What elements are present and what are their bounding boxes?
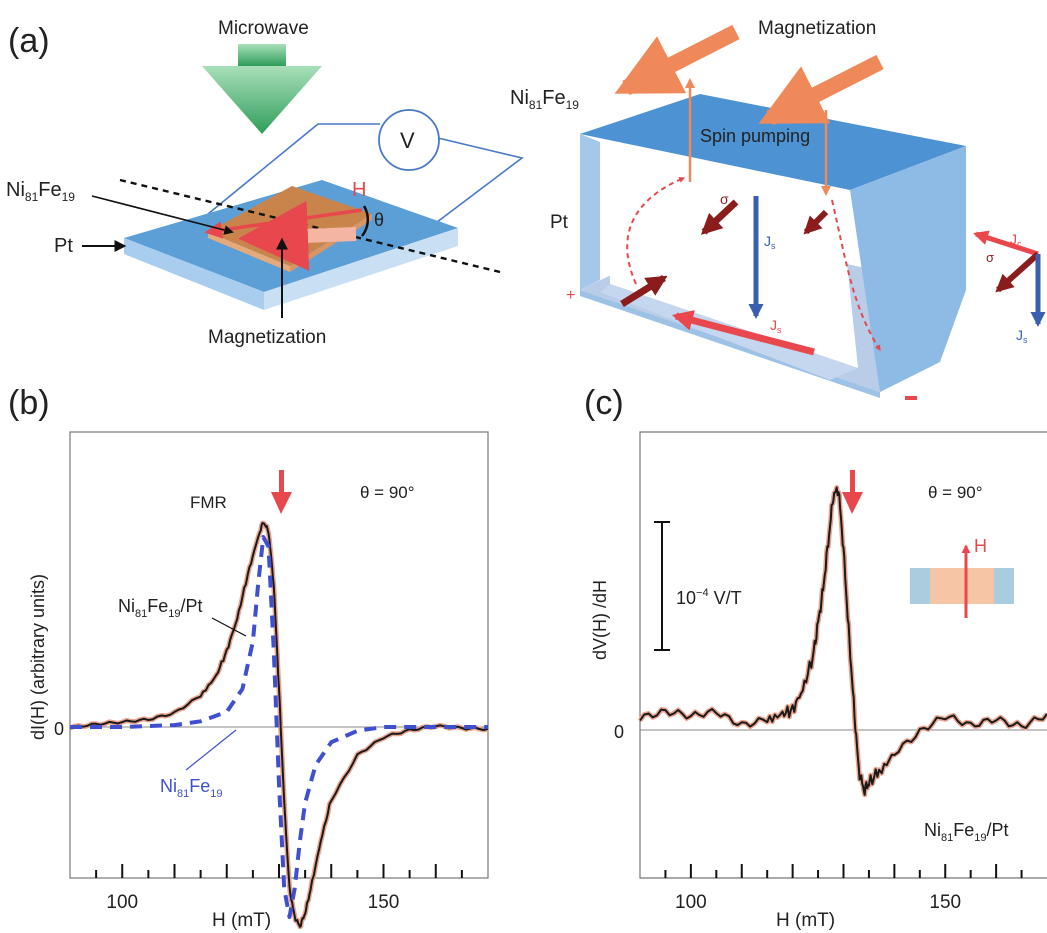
circuit-wire <box>207 123 380 215</box>
series-halo <box>637 485 1047 798</box>
sigma-arrow-top <box>700 199 739 235</box>
nife-label-left: Ni81Fe19 <box>6 179 75 204</box>
series-line-1 <box>70 535 488 919</box>
magnetization-arrow-2 <box>758 54 884 126</box>
chart-b-series-label-1: Ni81Fe19/Pt <box>118 596 203 620</box>
magnetization-arrow-1 <box>614 24 740 96</box>
nife-label-right: Ni81Fe19 <box>510 87 579 112</box>
spin-pumping-label: Spin pumping <box>700 126 810 146</box>
pt-label-left: Pt <box>54 235 73 257</box>
scale-bar <box>654 521 670 651</box>
pt-label-right: Pt <box>550 212 569 233</box>
chart-c-series-label: Ni81Fe19/Pt <box>924 820 1009 844</box>
chart-b: 100 150 0 dI(H) (arbitrary units) H (mT) … <box>28 431 489 931</box>
jc-arrow-bottom <box>671 310 815 356</box>
chart-b-series-label-2: Ni81Fe19 <box>160 776 223 800</box>
chart-b-ylabel: dI(H) (arbitrary units) <box>28 574 48 740</box>
chart-c-frame <box>639 431 1047 879</box>
theta-label: θ <box>374 210 384 230</box>
inset-h-label: H <box>974 536 987 556</box>
sigma-arrow-bottom <box>620 275 668 307</box>
x-tick-label: 100 <box>675 892 707 913</box>
precession-arc-left <box>626 177 686 285</box>
x-tick-label: 150 <box>368 892 400 913</box>
chart-c-theta: θ = 90° <box>928 483 983 502</box>
minus-sign <box>905 396 917 400</box>
chart-b-fmr-arrow <box>271 470 292 514</box>
plus-sign: + <box>566 287 575 304</box>
chart-b-fmr: FMR <box>190 493 227 512</box>
scale-bar-label: 10−4 V/T <box>676 587 742 608</box>
triad: Jc σ Js <box>973 230 1046 345</box>
jc-label: Jc <box>1010 231 1022 249</box>
voltmeter: V <box>378 109 440 171</box>
panel-label-b: (b) <box>8 384 50 422</box>
voltmeter-label: V <box>400 128 415 153</box>
panel-label-a: (a) <box>8 22 50 60</box>
bilayer-box <box>580 94 966 398</box>
h-label: H <box>352 179 366 201</box>
microwave-label: Microwave <box>218 18 309 39</box>
triad-sigma: σ <box>986 250 994 265</box>
chart-c-xlabel: H (mT) <box>776 910 835 931</box>
chart-b-pointer-1 <box>211 617 247 637</box>
x-tick-label: 150 <box>929 892 961 913</box>
chart-b-xlabel: H (mT) <box>212 910 271 931</box>
magnetization-label-left: Magnetization <box>208 327 326 348</box>
chart-b-pointer-2 <box>185 729 237 771</box>
sigma-arrow-right <box>803 209 829 235</box>
x-tick-label: 100 <box>106 892 138 913</box>
chart-b-theta: θ = 90° <box>360 483 415 502</box>
js-label-bottom: Js <box>770 317 782 335</box>
theta-arc <box>360 205 370 237</box>
triad-js: Js <box>1016 327 1028 345</box>
chart-c-ylabel: dV(H) /dH <box>590 580 610 660</box>
magnetization-label-right: Magnetization <box>758 18 876 39</box>
circuit-wire-right <box>399 137 524 251</box>
js-label-vertical: Js <box>764 233 776 251</box>
series-line-0 <box>639 486 1047 796</box>
series-line-0 <box>69 522 489 928</box>
chart-c-y-zero: 0 <box>614 722 624 742</box>
panel-label-c: (c) <box>584 384 624 422</box>
geometry-inset: H <box>910 536 1014 618</box>
chart-c: 100 150 0 dV(H) /dH H (mT) θ = 90° 10−4 V… <box>590 431 1047 931</box>
precession-arc-right <box>831 199 881 352</box>
microwave-arrow <box>202 44 322 134</box>
sigma-label: σ <box>720 191 729 207</box>
chart-c-fmr-arrow <box>842 470 863 514</box>
nife-pointer <box>91 195 234 235</box>
magnetization-arrow-left <box>238 200 357 271</box>
chart-b-y-zero: 0 <box>54 719 64 739</box>
